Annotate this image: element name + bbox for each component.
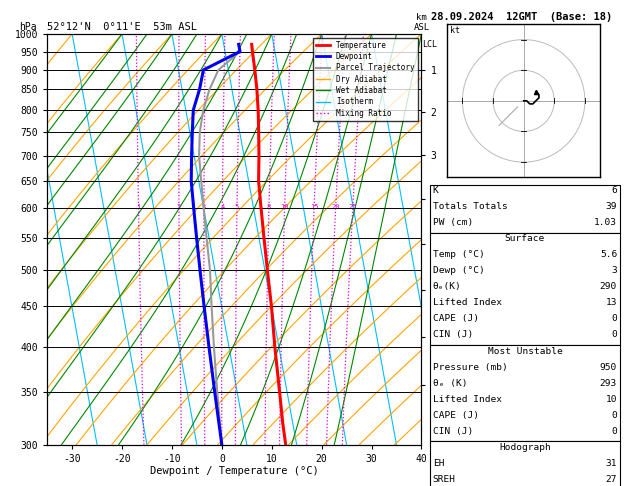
Text: 0: 0 <box>611 427 617 436</box>
Text: CAPE (J): CAPE (J) <box>433 314 479 324</box>
Text: CIN (J): CIN (J) <box>433 330 473 340</box>
Text: 2: 2 <box>177 204 181 210</box>
Text: θₑ (K): θₑ (K) <box>433 379 467 388</box>
Text: 5: 5 <box>235 204 239 210</box>
Text: 52°12'N  0°11'E  53m ASL: 52°12'N 0°11'E 53m ASL <box>47 22 197 32</box>
Y-axis label: Mixing Ratio (g/kg): Mixing Ratio (g/kg) <box>438 188 447 291</box>
Text: 3: 3 <box>202 204 206 210</box>
Text: Temp (°C): Temp (°C) <box>433 250 484 260</box>
Text: EH: EH <box>433 459 444 468</box>
Text: 0: 0 <box>611 314 617 324</box>
Text: 20: 20 <box>331 204 340 210</box>
Text: PW (cm): PW (cm) <box>433 218 473 227</box>
Text: Totals Totals: Totals Totals <box>433 202 508 211</box>
Text: 3: 3 <box>611 266 617 276</box>
Text: km
ASL: km ASL <box>413 13 430 32</box>
Text: 0: 0 <box>611 411 617 420</box>
Text: 290: 290 <box>600 282 617 292</box>
Text: Hodograph: Hodograph <box>499 443 551 452</box>
Text: 6: 6 <box>611 186 617 195</box>
Text: CIN (J): CIN (J) <box>433 427 473 436</box>
Text: 25: 25 <box>348 204 357 210</box>
Text: Dewp (°C): Dewp (°C) <box>433 266 484 276</box>
X-axis label: Dewpoint / Temperature (°C): Dewpoint / Temperature (°C) <box>150 467 319 476</box>
Text: kt: kt <box>450 26 460 35</box>
Text: Pressure (mb): Pressure (mb) <box>433 363 508 372</box>
Text: 8: 8 <box>267 204 271 210</box>
Text: SREH: SREH <box>433 475 456 484</box>
Text: 4: 4 <box>220 204 225 210</box>
Text: © weatheronline.co.uk: © weatheronline.co.uk <box>469 468 582 477</box>
Text: 1: 1 <box>136 204 141 210</box>
Text: Lifted Index: Lifted Index <box>433 395 502 404</box>
Text: 1.03: 1.03 <box>594 218 617 227</box>
Text: 10: 10 <box>281 204 289 210</box>
Text: 27: 27 <box>606 475 617 484</box>
Text: LCL: LCL <box>422 40 437 49</box>
Text: K: K <box>433 186 438 195</box>
Text: hPa: hPa <box>19 22 36 32</box>
Text: 13: 13 <box>606 298 617 308</box>
Text: 31: 31 <box>606 459 617 468</box>
Text: 5.6: 5.6 <box>600 250 617 260</box>
Text: 28.09.2024  12GMT  (Base: 18): 28.09.2024 12GMT (Base: 18) <box>431 12 612 22</box>
Text: Lifted Index: Lifted Index <box>433 298 502 308</box>
Text: 0: 0 <box>611 330 617 340</box>
Text: Surface: Surface <box>505 234 545 243</box>
Text: 39: 39 <box>606 202 617 211</box>
Text: 10: 10 <box>606 395 617 404</box>
Text: CAPE (J): CAPE (J) <box>433 411 479 420</box>
Legend: Temperature, Dewpoint, Parcel Trajectory, Dry Adiabat, Wet Adiabat, Isotherm, Mi: Temperature, Dewpoint, Parcel Trajectory… <box>313 38 418 121</box>
Text: Most Unstable: Most Unstable <box>487 347 562 356</box>
Text: 15: 15 <box>309 204 318 210</box>
Text: θₑ(K): θₑ(K) <box>433 282 462 292</box>
Text: 950: 950 <box>600 363 617 372</box>
Text: 293: 293 <box>600 379 617 388</box>
